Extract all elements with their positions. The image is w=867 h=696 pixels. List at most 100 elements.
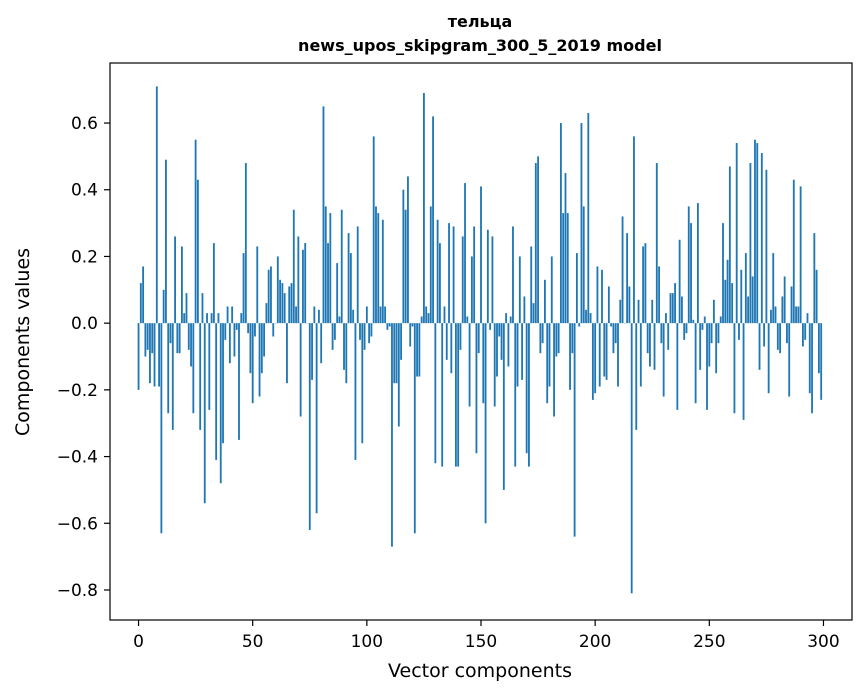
bar-162 <box>507 323 510 367</box>
bar-211 <box>619 299 622 324</box>
bar-188 <box>566 213 569 324</box>
bar-295 <box>811 323 813 414</box>
bar-96 <box>356 226 359 324</box>
bar-126 <box>425 306 428 324</box>
chart-subtitle: news_upos_skipgram_300_5_2019 model <box>298 36 662 55</box>
bar-237 <box>678 239 681 324</box>
bar-174 <box>534 163 537 324</box>
y-tick-label: −0.8 <box>57 581 98 601</box>
bar-261 <box>733 323 736 414</box>
bar-271 <box>756 143 759 324</box>
bar-70 <box>297 236 300 324</box>
bar-93 <box>349 253 352 324</box>
bar-166 <box>516 323 519 387</box>
bar-54 <box>260 323 263 374</box>
bar-38 <box>224 323 227 340</box>
bar-27 <box>199 323 202 430</box>
bar-34 <box>215 323 218 460</box>
bar-57 <box>267 269 270 324</box>
bar-0 <box>137 323 140 390</box>
bar-29 <box>203 323 206 504</box>
bar-117 <box>404 209 407 324</box>
bar-170 <box>525 323 528 454</box>
bar-39 <box>226 306 229 324</box>
bar-163 <box>509 316 512 324</box>
bar-257 <box>724 279 727 324</box>
bar-48 <box>247 323 250 334</box>
bar-112 <box>393 323 396 384</box>
bar-224 <box>649 323 651 367</box>
bar-100 <box>365 306 368 324</box>
bar-56 <box>265 303 268 324</box>
bar-18 <box>178 323 181 354</box>
bar-131 <box>436 219 439 324</box>
bar-231 <box>665 313 667 324</box>
bar-150 <box>480 186 482 324</box>
bar-102 <box>370 323 373 337</box>
bar-97 <box>359 323 361 340</box>
bar-143 <box>464 183 466 324</box>
bar-101 <box>368 323 371 344</box>
bar-201 <box>596 266 599 324</box>
bar-114 <box>397 323 400 427</box>
bar-194 <box>580 123 583 324</box>
bar-297 <box>815 269 818 324</box>
bar-67 <box>290 283 293 324</box>
bar-14 <box>169 323 172 344</box>
y-tick-label: −0.2 <box>57 381 98 401</box>
bar-292 <box>804 323 807 340</box>
bar-299 <box>820 323 823 400</box>
bar-69 <box>295 306 297 324</box>
bar-141 <box>459 323 462 350</box>
bar-19 <box>181 246 183 324</box>
bar-148 <box>475 323 478 454</box>
bar-290 <box>799 186 802 324</box>
bar-63 <box>281 283 284 324</box>
y-tick-label: 0.0 <box>71 314 98 334</box>
bar-105 <box>377 213 380 324</box>
bar-124 <box>420 316 423 324</box>
bar-177 <box>541 323 544 344</box>
bar-253 <box>715 323 718 374</box>
bar-167 <box>518 256 521 324</box>
bar-81 <box>322 106 325 324</box>
bar-178 <box>544 279 546 324</box>
bar-251 <box>710 323 713 344</box>
bar-258 <box>726 259 729 324</box>
x-tick-label: 250 <box>693 632 725 652</box>
ticks-layer: 0 50 100 150 200 250 300 −0.8 −0.6 −0.4 −0.2 0.0 0.2… <box>57 114 840 652</box>
bar-199 <box>591 323 594 400</box>
bar-280 <box>776 323 779 350</box>
bar-264 <box>740 269 743 324</box>
bar-270 <box>754 139 756 324</box>
bar-90 <box>343 323 345 370</box>
bar-245 <box>696 203 699 324</box>
bar-85 <box>331 323 334 350</box>
bar-86 <box>333 323 336 340</box>
bar-83 <box>327 243 329 324</box>
bar-164 <box>512 226 514 324</box>
bar-127 <box>427 313 430 324</box>
bar-288 <box>795 306 797 324</box>
bar-103 <box>372 136 375 324</box>
bar-195 <box>582 206 585 324</box>
bar-22 <box>187 323 190 350</box>
bar-17 <box>176 323 179 354</box>
bar-272 <box>758 323 761 370</box>
bar-260 <box>731 283 734 324</box>
x-tick-label: 200 <box>579 632 611 652</box>
bar-142 <box>461 236 464 324</box>
bar-80 <box>320 323 323 364</box>
bar-2 <box>142 266 145 324</box>
bar-51 <box>254 323 256 337</box>
bar-53 <box>258 323 261 397</box>
bar-225 <box>651 299 654 324</box>
bar-203 <box>601 269 603 324</box>
bar-33 <box>212 243 215 324</box>
bar-138 <box>452 226 455 324</box>
bar-64 <box>283 293 286 324</box>
bar-58 <box>270 266 272 324</box>
bar-263 <box>738 323 740 340</box>
bar-240 <box>685 323 688 334</box>
bar-110 <box>388 323 391 327</box>
